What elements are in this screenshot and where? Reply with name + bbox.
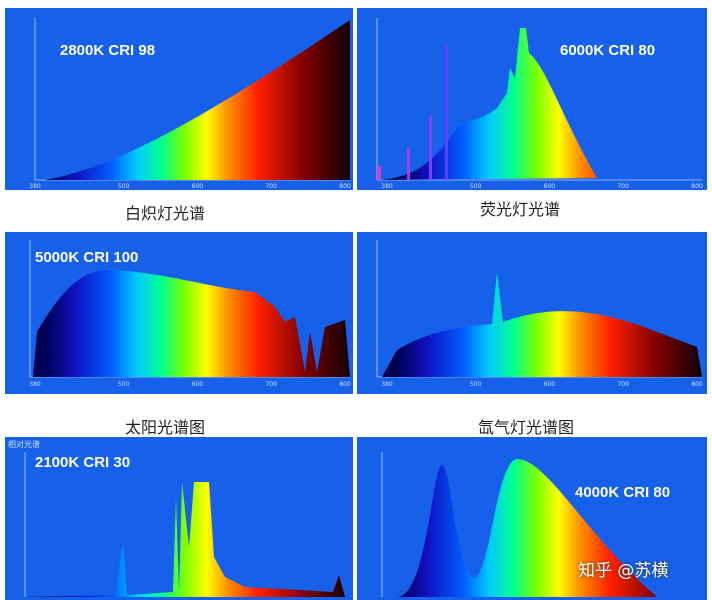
x-tick-label: 700 [617,183,629,190]
x-tick-label: 500 [118,183,130,190]
panel: 相对光谱 2100K CRI 30 [5,437,353,600]
caption: 太阳光谱图 [125,418,206,437]
panel-label: 2800K CRI 98 [60,42,155,59]
spectrum-chart: 5000K CRI 100 380 500 600 700 800 [29,240,351,388]
caption: 荧光灯光谱 [480,200,561,219]
panel-label: 6000K CRI 80 [560,42,655,59]
spectrum [33,270,350,377]
x-tick-label: 800 [339,381,351,388]
spectrum-chart: 2800K CRI 98 380 500 600 700 800 [29,18,351,190]
watermark: 知乎 @苏横 [578,561,669,581]
caption: 氙气灯光谱图 [478,418,575,437]
spectrum [45,20,350,180]
x-tick-label: 800 [691,381,703,388]
x-tick-label: 500 [470,381,482,388]
spectrum [382,272,702,377]
panel: 6000K CRI 80 380 500 600 700 800 [357,8,707,190]
x-tick-label: 380 [381,183,393,190]
spectrum [397,459,657,597]
panel: 2800K CRI 98 380 500 600 700 800 [5,8,353,190]
spectrum-chart: 380 500 600 700 800 [376,240,703,388]
x-tick-label: 600 [544,381,556,388]
spectrum [25,482,345,597]
x-tick-label: 500 [470,183,482,190]
x-tick-label: 700 [265,183,277,190]
x-tick-label: 380 [29,381,41,388]
panel: 380 500 600 700 800 [357,232,707,394]
panel: 5000K CRI 100 380 500 600 700 800 [5,232,353,394]
panel-label: 5000K CRI 100 [35,249,138,266]
x-tick-label: 600 [544,183,556,190]
x-tick-label: 700 [617,381,629,388]
spectrum-chart: 相对光谱 2100K CRI 30 [8,439,345,597]
caption: 白炽灯光谱 [125,204,206,223]
panel-label: 2100K CRI 30 [35,454,130,471]
x-tick-label: 700 [265,381,277,388]
x-tick-label: 800 [339,183,351,190]
spectrum [379,28,597,180]
x-tick-label: 380 [29,183,41,190]
spectrum-chart: 6000K CRI 80 380 500 600 700 800 [376,18,703,190]
x-tick-label: 600 [192,381,204,388]
x-tick-label: 600 [192,183,204,190]
x-tick-label: 800 [691,183,703,190]
panel-label: 4000K CRI 80 [575,484,670,501]
spectrum-chart: 4000K CRI 80 [381,452,670,597]
axis-label: 相对光谱 [8,439,40,449]
x-tick-label: 380 [381,381,393,388]
x-tick-label: 500 [118,381,130,388]
panel: 4000K CRI 80 [357,437,707,600]
